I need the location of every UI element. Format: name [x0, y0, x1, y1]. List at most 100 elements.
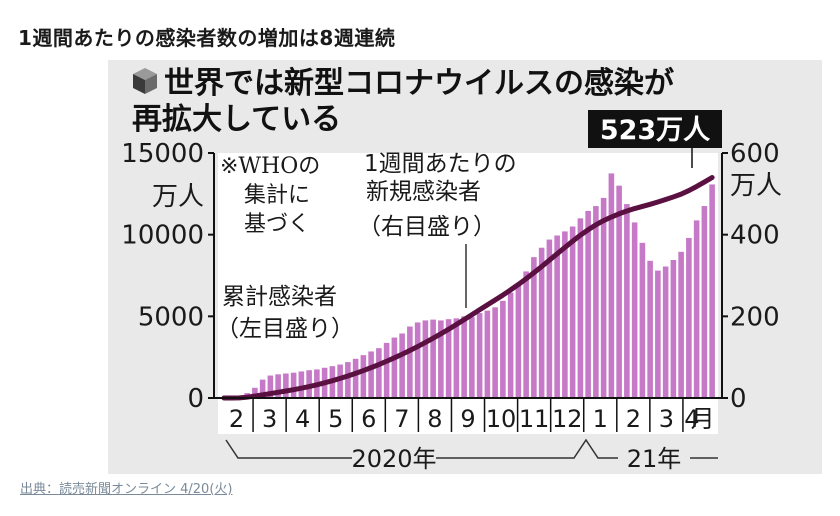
- year-21: 21年: [627, 445, 682, 473]
- weekly-bar: [593, 206, 599, 398]
- weekly-bar: [569, 226, 576, 398]
- weekly-bar: [538, 247, 545, 398]
- left-tick-0: 0: [187, 384, 204, 414]
- weekly-label-line1: 1週間あたりの: [364, 151, 517, 177]
- weekly-bar: [469, 317, 475, 398]
- chart-title-line2: 再拡大している: [132, 102, 341, 137]
- month-label: 4: [295, 405, 310, 433]
- right-axis-tick-marks: [722, 152, 728, 399]
- source-link[interactable]: 出典：読売新聞オンライン 4/20(火): [20, 482, 233, 497]
- weekly-bar: [709, 184, 715, 398]
- left-axis-tick-marks: [208, 152, 214, 399]
- weekly-bar: [554, 235, 560, 398]
- data-note-line3: 基づく: [244, 212, 310, 237]
- weekly-bar: [476, 313, 483, 398]
- weekly-bar: [600, 197, 607, 398]
- month-labels: 2 3 4 5 6 7 8 9 10 11 12 1 2 3 4月: [229, 398, 715, 433]
- right-axis-unit: 万人: [730, 171, 782, 201]
- month-label: 7: [394, 405, 409, 433]
- weekly-bar: [639, 242, 646, 398]
- weekly-bar: [407, 326, 413, 398]
- right-tick-0: 0: [730, 384, 747, 414]
- weekly-bar: [701, 206, 708, 398]
- month-label: 11: [519, 405, 549, 433]
- weekly-bar: [515, 284, 522, 398]
- weekly-bar: [662, 266, 669, 398]
- data-note-line1: ※WHOの: [220, 154, 320, 179]
- cumulative-label-line1: 累計感染者: [222, 284, 337, 310]
- weekly-label-line3: （右目盛り）: [358, 214, 496, 240]
- month-label: 8: [427, 405, 442, 433]
- left-tick-5000: 5000: [138, 302, 204, 332]
- month-label: 3: [262, 405, 277, 433]
- weekly-bar: [507, 292, 514, 398]
- month-label: 9: [460, 405, 475, 433]
- weekly-bar: [647, 260, 653, 398]
- x-axis-band: [218, 398, 718, 434]
- weekly-bar: [523, 271, 529, 398]
- left-axis-unit: 万人: [152, 182, 204, 212]
- month-label: 1: [593, 405, 608, 433]
- weekly-bar: [655, 270, 661, 398]
- weekly-bar: [352, 358, 359, 398]
- cube-icon: [133, 68, 157, 94]
- left-axis-labels: 15000 万人 10000 5000 0: [121, 139, 204, 414]
- weekly-bar: [438, 320, 444, 398]
- page-heading: 1週間あたりの感染者数の増加は8週連続: [18, 26, 396, 50]
- weekly-bar: [383, 342, 390, 399]
- weekly-bar: [283, 373, 289, 398]
- weekly-bar: [414, 322, 421, 398]
- right-axis-labels: 600 万人 400 200 0: [730, 139, 782, 414]
- month-label: 4月: [684, 405, 714, 433]
- weekly-bar: [453, 318, 460, 399]
- callout-value: 523万人: [600, 115, 710, 146]
- weekly-bar: [686, 237, 692, 398]
- weekly-bar: [345, 362, 351, 398]
- month-label: 10: [486, 405, 516, 433]
- weekly-bar: [422, 320, 429, 398]
- weekly-bar: [693, 220, 700, 399]
- weekly-bar: [298, 371, 305, 398]
- year-2020: 2020年: [351, 445, 436, 473]
- weekly-bar: [360, 355, 367, 399]
- cumulative-label-line2: （左目盛り）: [216, 316, 354, 342]
- weekly-bar: [484, 310, 491, 398]
- weekly-bar: [577, 218, 584, 398]
- weekly-bar: [461, 316, 467, 398]
- weekly-bars: [221, 173, 715, 399]
- weekly-bar: [546, 239, 553, 398]
- weekly-bar: [670, 259, 677, 398]
- weekly-bar: [616, 185, 622, 398]
- weekly-bar: [290, 372, 297, 398]
- weekly-bar: [259, 379, 266, 399]
- month-label: 5: [328, 405, 343, 433]
- weekly-bar: [631, 222, 638, 398]
- cumulative-line: [221, 175, 715, 401]
- chart-title-line1: 世界では新型コロナウイルスの感染が: [164, 66, 674, 101]
- weekly-bar: [500, 300, 506, 398]
- weekly-bar: [252, 387, 258, 398]
- month-label: 2: [626, 405, 641, 433]
- month-label: 12: [552, 405, 582, 433]
- right-tick-400: 400: [730, 221, 780, 251]
- weekly-label-line2: 新規感染者: [366, 179, 481, 205]
- weekly-bar: [492, 307, 498, 398]
- month-label: 3: [659, 405, 674, 433]
- weekly-bar: [678, 251, 684, 398]
- month-label: 6: [361, 405, 376, 433]
- callout-box: [588, 110, 722, 148]
- weekly-bar: [445, 319, 452, 398]
- left-tick-15000: 15000: [121, 139, 204, 169]
- weekly-bar: [531, 257, 537, 399]
- weekly-bar: [376, 348, 382, 398]
- weekly-bar: [267, 375, 274, 398]
- right-tick-200: 200: [730, 302, 780, 332]
- left-tick-10000: 10000: [121, 221, 204, 251]
- month-label: 2: [229, 405, 244, 433]
- right-tick-600: 600: [730, 139, 780, 169]
- weekly-bar: [275, 374, 281, 398]
- year-bracket: [225, 438, 718, 459]
- weekly-bar: [608, 173, 615, 398]
- weekly-bar: [585, 210, 591, 398]
